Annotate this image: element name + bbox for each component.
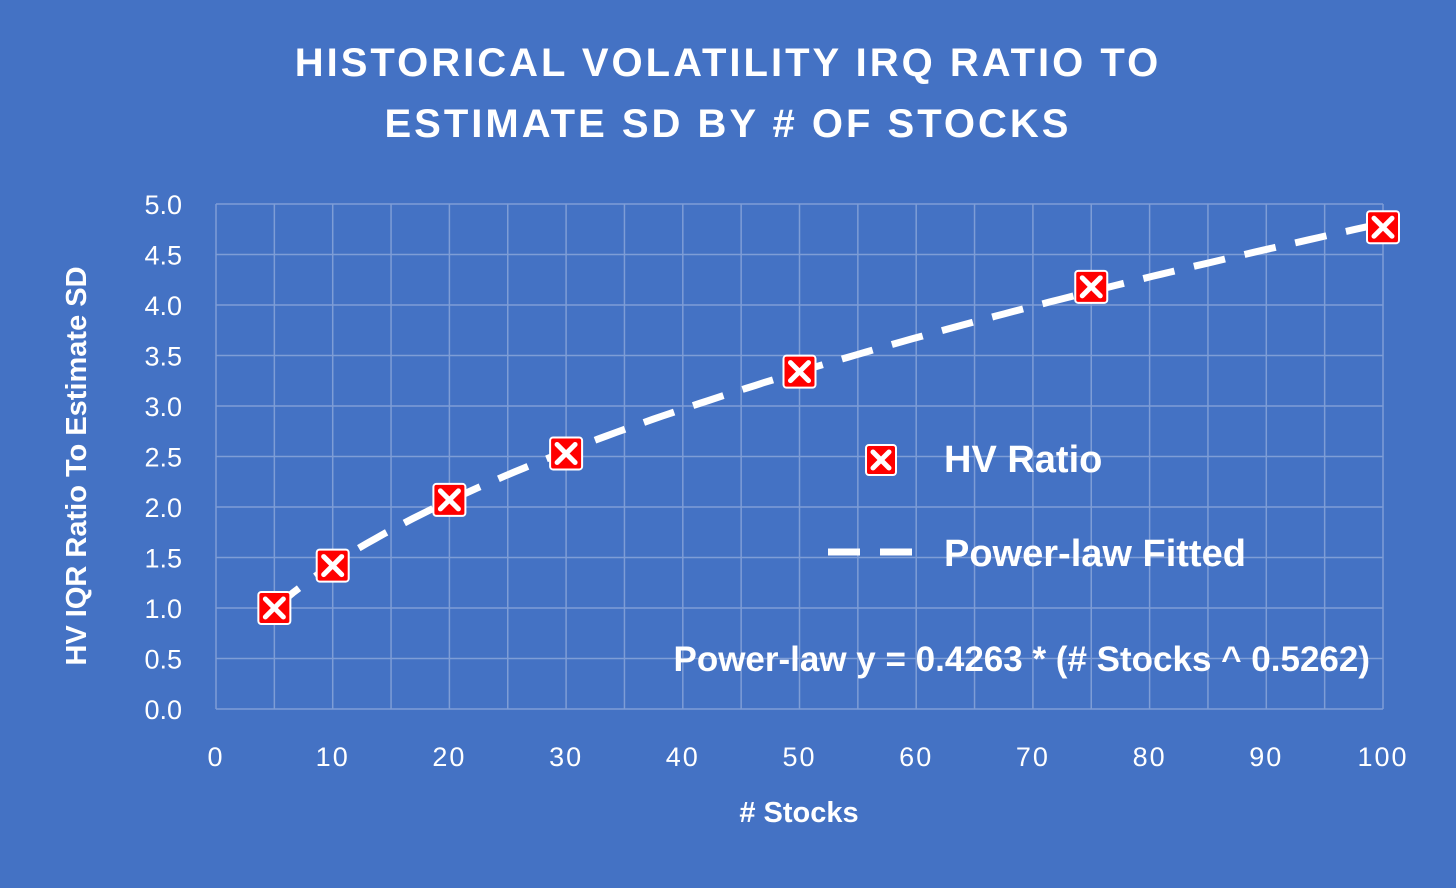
x-tick-label: 100: [1357, 742, 1408, 772]
x-axis-label: # Stocks: [739, 797, 858, 829]
legend-label-power-law: Power-law Fitted: [944, 533, 1246, 575]
x-tick-label: 20: [432, 742, 466, 772]
chart-title-line-2: ESTIMATE SD BY # OF STOCKS: [385, 102, 1072, 146]
y-tick-label: 2.0: [144, 493, 182, 523]
y-tick-label: 4.0: [144, 291, 182, 321]
x-tick-label: 70: [1016, 742, 1050, 772]
x-tick-label: 80: [1133, 742, 1167, 772]
x-tick-label: 60: [899, 742, 933, 772]
x-tick-label: 50: [782, 742, 816, 772]
y-tick-label: 5.0: [144, 190, 182, 220]
data-point: [782, 354, 817, 389]
y-tick-label: 4.5: [144, 241, 182, 271]
fit-equation-annotation: Power-law y = 0.4263 * (# Stocks ^ 0.526…: [673, 640, 1370, 679]
gridlines: [215, 203, 1384, 710]
x-tick-label: 0: [207, 742, 224, 772]
y-tick-label: 1.0: [144, 594, 182, 624]
y-tick-labels: 0.0 0.5 1.0 1.5 2.0 2.5 3.0 3.5 4.0 4.5 5.0: [144, 190, 182, 725]
data-points: [257, 210, 1400, 625]
data-point: [432, 482, 467, 517]
y-tick-label: 2.5: [144, 443, 182, 473]
y-tick-label: 3.0: [144, 392, 182, 422]
legend-label-hv-ratio: HV Ratio: [944, 439, 1102, 481]
data-point: [257, 591, 292, 625]
data-point: [1074, 269, 1109, 304]
chart-title-line-1: HISTORICAL VOLATILITY IRQ RATIO TO: [295, 41, 1161, 85]
x-tick-label: 10: [316, 742, 350, 772]
y-axis-label: HV IQR Ratio To Estimate SD: [61, 266, 93, 665]
x-tick-label: 30: [549, 742, 583, 772]
y-tick-label: 3.5: [144, 342, 182, 372]
x-tick-label: 40: [666, 742, 700, 772]
legend-marker-hv-ratio: [865, 444, 897, 476]
data-point: [315, 548, 350, 583]
x-tick-label: 90: [1249, 742, 1283, 772]
data-point: [549, 436, 584, 471]
y-tick-label: 0.0: [144, 695, 182, 725]
y-tick-label: 0.5: [144, 645, 182, 675]
legend: HV Ratio Power-law Fitted: [828, 439, 1246, 575]
y-tick-label: 1.5: [144, 544, 182, 574]
x-tick-labels: 0 10 20 30 40 50 60 70 80 90 100: [207, 742, 1408, 772]
data-point: [1366, 210, 1400, 245]
